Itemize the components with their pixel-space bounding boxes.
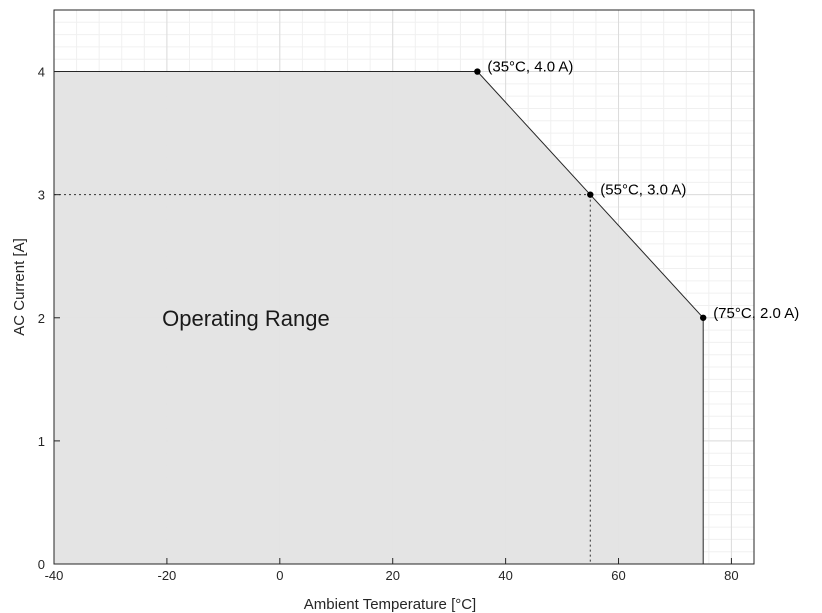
- y-tick-label: 2: [38, 311, 45, 326]
- data-point-label: (35°C, 4.0 A): [487, 59, 573, 76]
- x-axis-label: Ambient Temperature [°C]: [304, 596, 476, 613]
- reference-lines: [54, 194, 591, 564]
- x-tick-label: 60: [611, 568, 625, 583]
- data-point: [699, 314, 707, 321]
- y-tick-label: 1: [38, 434, 45, 449]
- x-tick-label: 0: [276, 568, 283, 583]
- y-axis-label: AC Current [A]: [11, 238, 28, 336]
- data-points: (35°C, 4.0 A) (55°C, 3.0 A) (75°C, 2.0 A): [474, 59, 799, 322]
- x-tick-label: -40: [45, 568, 64, 583]
- y-tick-label: 4: [38, 65, 45, 80]
- region-label: Operating Range: [162, 306, 330, 331]
- x-tick-label: -20: [158, 568, 177, 583]
- axis-ticks: -40 -20 0 20 40 60 80 0 1 2 3 4: [38, 65, 739, 583]
- axes-box: [53, 9, 755, 565]
- data-point: [587, 191, 594, 198]
- data-point-label: (55°C, 3.0 A): [600, 182, 686, 199]
- y-tick-label: 3: [38, 188, 45, 203]
- data-point: [474, 68, 481, 75]
- x-tick-label: 20: [385, 568, 399, 583]
- x-tick-label: 80: [724, 568, 738, 583]
- data-point-label: (75°C, 2.0 A): [713, 305, 799, 322]
- x-tick-label: 40: [498, 568, 512, 583]
- y-tick-label: 0: [38, 557, 45, 572]
